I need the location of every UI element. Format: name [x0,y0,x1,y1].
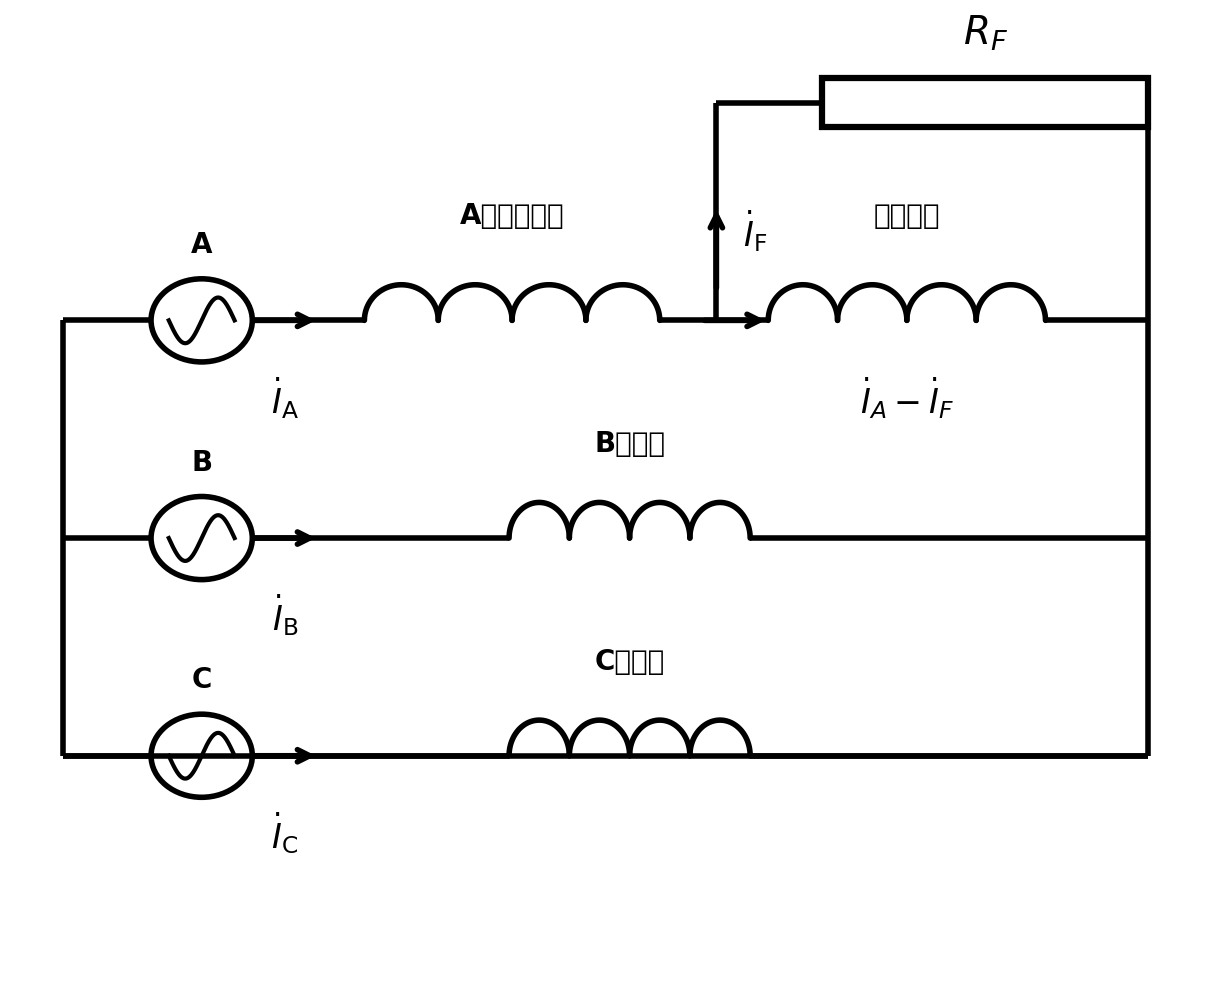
Text: $\dot{I}_{\rm A}$: $\dot{I}_{\rm A}$ [271,374,299,420]
Text: $R_F$: $R_F$ [963,14,1008,53]
Text: $\dot{I}_A - \dot{I}_F$: $\dot{I}_A - \dot{I}_F$ [860,374,954,420]
Text: A相正常绕组: A相正常绕组 [460,202,564,230]
Text: A: A [191,231,212,259]
Text: B: B [191,449,212,477]
Text: C相绕组: C相绕组 [595,647,665,675]
Text: 短路绕组: 短路绕组 [873,202,940,230]
Text: C: C [191,666,212,694]
Bar [822,78,1148,127]
Text: $\dot{I}_{\rm C}$: $\dot{I}_{\rm C}$ [271,810,298,856]
Text: $\dot{I}_{\rm F}$: $\dot{I}_{\rm F}$ [742,208,767,254]
Text: $\dot{I}_{\rm B}$: $\dot{I}_{\rm B}$ [271,593,298,638]
Text: B相绕组: B相绕组 [595,430,665,458]
